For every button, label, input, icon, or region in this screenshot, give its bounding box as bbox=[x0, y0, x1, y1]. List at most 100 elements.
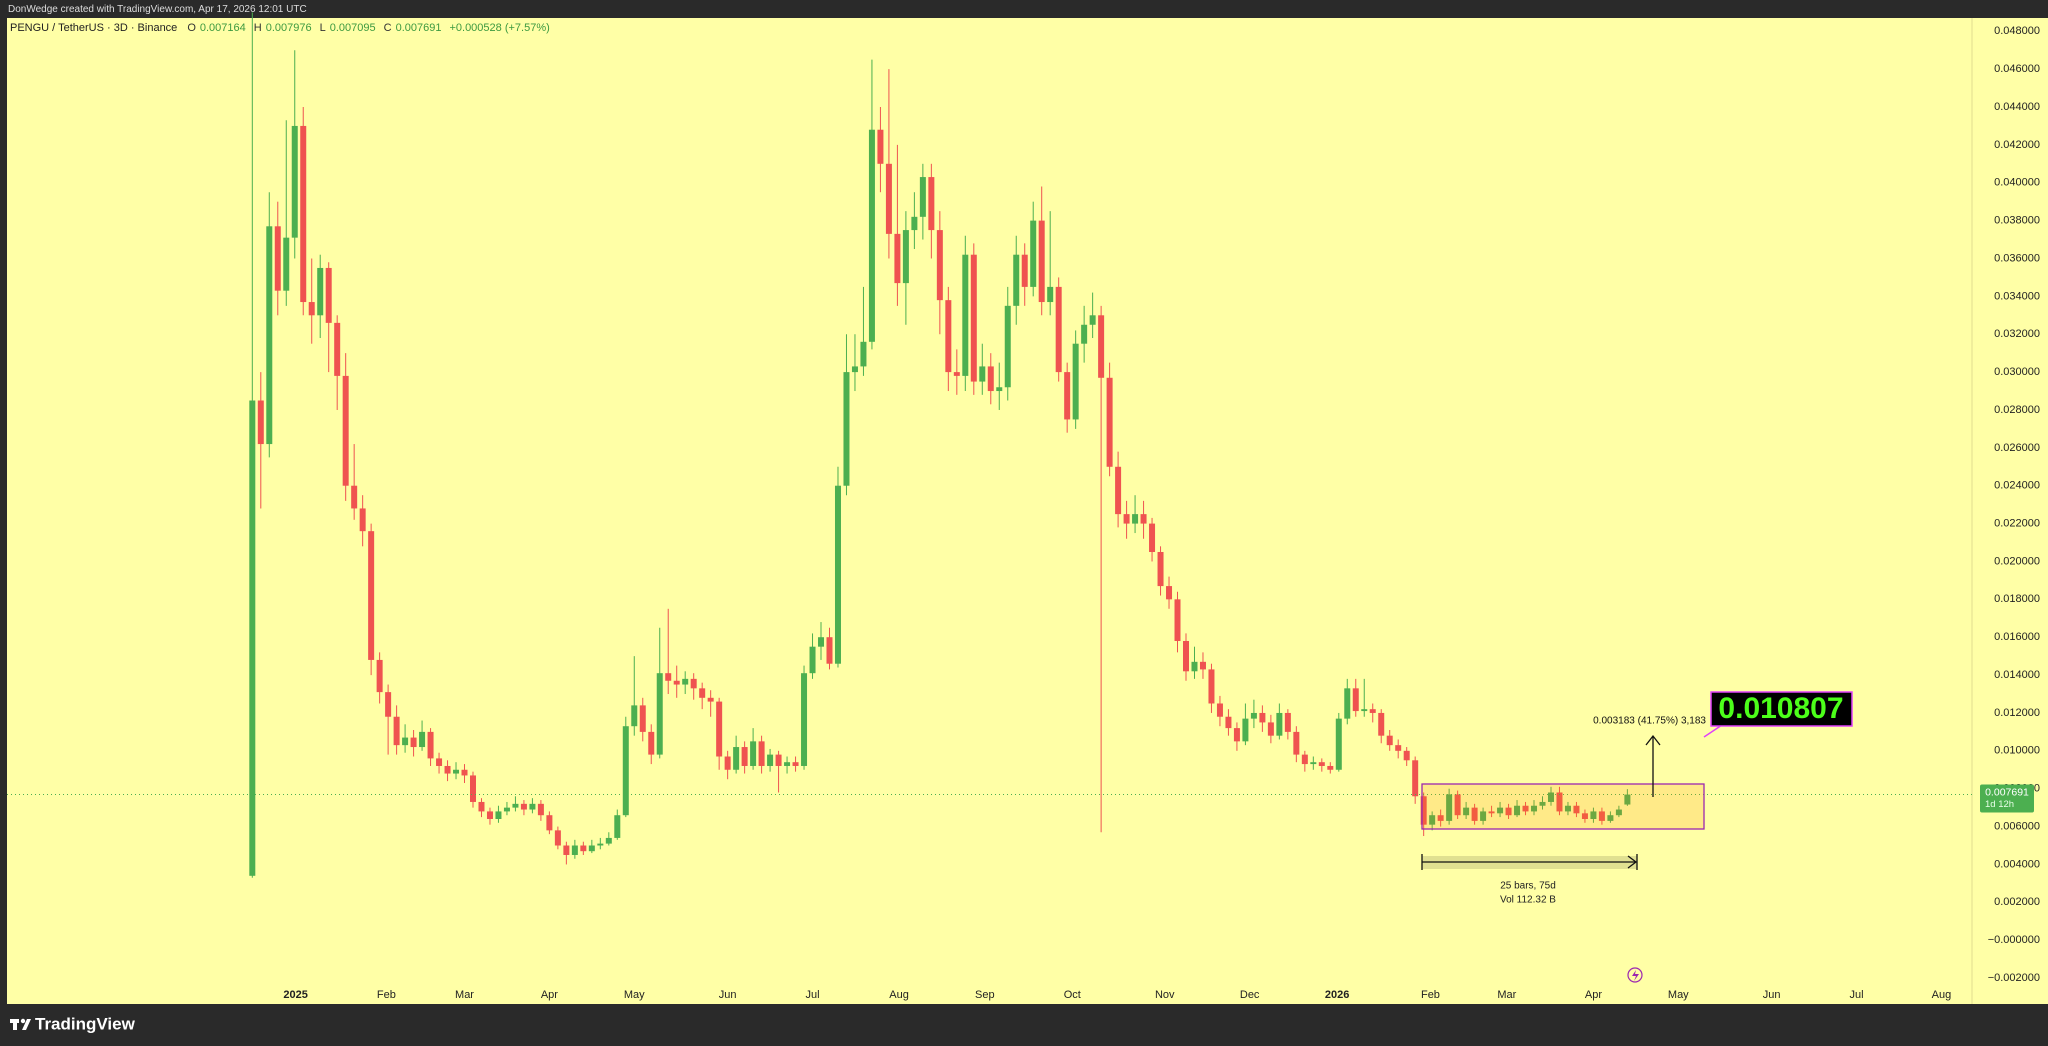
candle-body bbox=[1013, 254, 1020, 306]
logo-shape bbox=[20, 1018, 26, 1024]
candle-body bbox=[291, 125, 298, 238]
candle-body bbox=[1539, 801, 1546, 806]
candle-body bbox=[843, 372, 850, 486]
candle-body bbox=[1216, 703, 1223, 717]
candle-body bbox=[317, 267, 324, 316]
candle-body bbox=[928, 177, 935, 231]
candle-body bbox=[733, 747, 740, 770]
candle-body bbox=[996, 387, 1003, 392]
y-tick-label: 0.006000 bbox=[1994, 820, 2040, 832]
candle-body bbox=[665, 673, 672, 681]
alert-icon-bolt bbox=[1632, 970, 1639, 981]
date-range-label: 25 bars, 75d bbox=[1500, 881, 1556, 892]
candle-body bbox=[1157, 551, 1164, 587]
y-tick-label: 0.028000 bbox=[1994, 404, 2040, 416]
candle-body bbox=[1378, 712, 1385, 736]
y-tick-label: 0.042000 bbox=[1994, 139, 2040, 151]
x-tick-label: Apr bbox=[541, 989, 558, 1001]
candle-body bbox=[1123, 514, 1130, 524]
price-tag-countdown: 1d 12h bbox=[1985, 799, 2014, 810]
candle-body bbox=[1471, 807, 1478, 821]
candle-body bbox=[503, 807, 510, 812]
candle-body bbox=[801, 673, 808, 766]
candle-body bbox=[656, 673, 663, 755]
candle-body bbox=[1420, 796, 1427, 825]
target-box bbox=[1710, 691, 1853, 727]
candle-body bbox=[537, 803, 544, 816]
candle-body bbox=[775, 754, 782, 766]
candle-body bbox=[1030, 220, 1037, 287]
x-tick-label: May bbox=[624, 989, 645, 1001]
candle-body bbox=[1327, 765, 1334, 770]
candle-body bbox=[1386, 735, 1393, 746]
candle-body bbox=[1098, 315, 1105, 378]
candle-body bbox=[554, 830, 561, 846]
candle-body bbox=[1233, 728, 1240, 742]
candle-body bbox=[1132, 514, 1139, 524]
candle-body bbox=[1199, 661, 1206, 670]
candle-body bbox=[427, 731, 434, 759]
y-tick-label: 0.026000 bbox=[1994, 442, 2040, 454]
candle-body bbox=[1064, 372, 1071, 420]
candle-body bbox=[486, 811, 493, 819]
candle-body bbox=[707, 697, 714, 702]
left-border bbox=[0, 0, 7, 1046]
candle-body bbox=[461, 769, 468, 776]
ohlc-key: C bbox=[383, 22, 392, 34]
candle-body bbox=[436, 758, 443, 766]
candle-body bbox=[563, 845, 570, 855]
candle-body bbox=[1259, 712, 1266, 723]
ohlc-value: 0.007976 bbox=[265, 22, 312, 34]
candle-body bbox=[970, 254, 977, 382]
candle-body bbox=[1514, 805, 1521, 816]
candle-body bbox=[334, 322, 341, 376]
candle-body bbox=[1480, 811, 1487, 821]
y-tick-label: 0.046000 bbox=[1994, 63, 2040, 75]
x-tick-label: 2025 bbox=[283, 989, 307, 1001]
x-tick-label: Jun bbox=[719, 989, 737, 1001]
candle-body bbox=[1344, 688, 1351, 719]
candle-body bbox=[639, 705, 646, 732]
candle-body bbox=[1225, 716, 1232, 729]
ohlc-value: 0.007095 bbox=[329, 22, 376, 34]
candle-body bbox=[1590, 811, 1597, 819]
candle-body bbox=[1047, 286, 1054, 303]
candle-body bbox=[834, 485, 841, 664]
y-tick-label: 0.022000 bbox=[1994, 517, 2040, 529]
y-tick-label: 0.044000 bbox=[1994, 101, 2040, 113]
candle-body bbox=[529, 803, 536, 810]
candle-body bbox=[1607, 815, 1614, 821]
candle-body bbox=[1395, 745, 1402, 751]
candle-body bbox=[249, 400, 256, 876]
x-tick-label: Oct bbox=[1064, 989, 1081, 1001]
credit: DonWedge created with TradingView.com, A… bbox=[8, 4, 307, 15]
candle-body bbox=[962, 254, 969, 376]
candle-body bbox=[1624, 794, 1631, 805]
candle-body bbox=[987, 366, 994, 392]
candle-body bbox=[1454, 794, 1461, 816]
y-tick-label: 0.018000 bbox=[1994, 593, 2040, 605]
x-tick-label: Apr bbox=[1585, 989, 1602, 1001]
candle-body bbox=[1361, 709, 1368, 712]
candle-body bbox=[1115, 466, 1122, 515]
candle-body bbox=[1038, 220, 1045, 303]
x-tick-label: 2026 bbox=[1325, 989, 1349, 1001]
y-tick-label: 0.012000 bbox=[1994, 707, 2040, 719]
chart-background bbox=[0, 18, 2048, 1004]
candle-body bbox=[325, 267, 332, 323]
candle-body bbox=[1106, 377, 1113, 467]
candle-body bbox=[1004, 305, 1011, 388]
candle-body bbox=[724, 756, 731, 770]
candle-body bbox=[1021, 254, 1028, 287]
y-tick-label: 0.036000 bbox=[1994, 252, 2040, 264]
date-range-volume: Vol 112.32 B bbox=[1500, 895, 1556, 906]
candle-body bbox=[1318, 762, 1325, 766]
candle-body bbox=[1429, 815, 1436, 825]
candle-body bbox=[1547, 792, 1554, 802]
alert-icon[interactable] bbox=[1627, 967, 1643, 983]
candle-body bbox=[376, 659, 383, 693]
candle-body bbox=[741, 747, 748, 766]
candle-body bbox=[402, 737, 409, 746]
